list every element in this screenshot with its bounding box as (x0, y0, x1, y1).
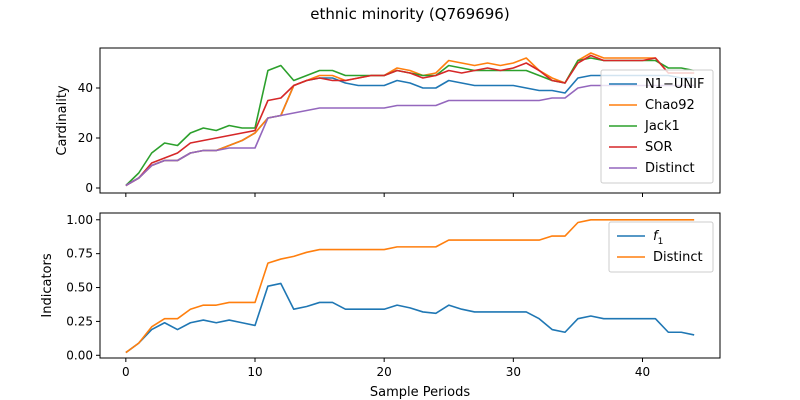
indicators-series-line-distinct (125, 218, 695, 354)
indicators-x-tick-label: 0 (122, 365, 130, 379)
indicators-y-tick-label: 1.00 (66, 213, 93, 227)
cardinality-y-tick-label: 0 (85, 181, 93, 195)
cardinality-y-tick-label: 20 (78, 131, 93, 145)
indicators-x-tick-label: 20 (377, 365, 392, 379)
cardinality-legend-label: Chao92 (645, 98, 695, 113)
figure-title: ethnic minority (Q769696) (310, 5, 509, 23)
indicators-x-tick-label: 10 (247, 365, 262, 379)
indicators-x-tick-label: 40 (635, 365, 650, 379)
indicators-y-tick-label: 0.25 (66, 314, 93, 328)
cardinality-series-line-distinct (125, 84, 695, 187)
indicators-x-tick-label: 30 (506, 365, 521, 379)
cardinality-legend-label: N1−UNIF (645, 77, 704, 92)
cardinality-legend-box (600, 69, 714, 184)
indicators-y-tick-label: 0.75 (66, 247, 93, 261)
indicators-series-line-f1 (125, 282, 695, 354)
cardinality-legend-label: SOR (645, 140, 673, 155)
indicators-panel: 0 10 20 30 40 0.00 0.25 0.50 0.75 1.00 Indicators S… (40, 212, 721, 400)
cardinality-legend: N1−UNIF Chao92 Jack1 SOR Distinct (600, 69, 714, 184)
cardinality-axes-frame (99, 47, 721, 194)
cardinality-panel: 0 20 40 Cardinality N1−UNIF Chao92 Jack1 SOR Dis… (55, 47, 721, 197)
indicators-legend-label: f1 (653, 229, 663, 247)
cardinality-legend-label: Distinct (645, 161, 695, 176)
indicators-legend: f1 Distinct (608, 221, 714, 273)
indicators-axes-frame (99, 212, 721, 359)
cardinality-y-tick-label: 40 (78, 81, 93, 95)
indicators-legend-label: Distinct (653, 250, 703, 265)
indicators-legend-box (608, 221, 714, 273)
indicators-y-tick-label: 0.50 (66, 281, 93, 295)
cardinality-series-line-chao92 (125, 52, 695, 187)
indicators-y-axis-label: Indicators (40, 253, 55, 317)
indicators-y-tick-label: 0.00 (66, 348, 93, 362)
indicators-x-axis-label: Sample Periods (370, 385, 470, 400)
cardinality-legend-label: Jack1 (644, 119, 680, 134)
cardinality-y-axis-label: Cardinality (55, 85, 70, 156)
cardinality-series-line-sor (125, 54, 695, 187)
